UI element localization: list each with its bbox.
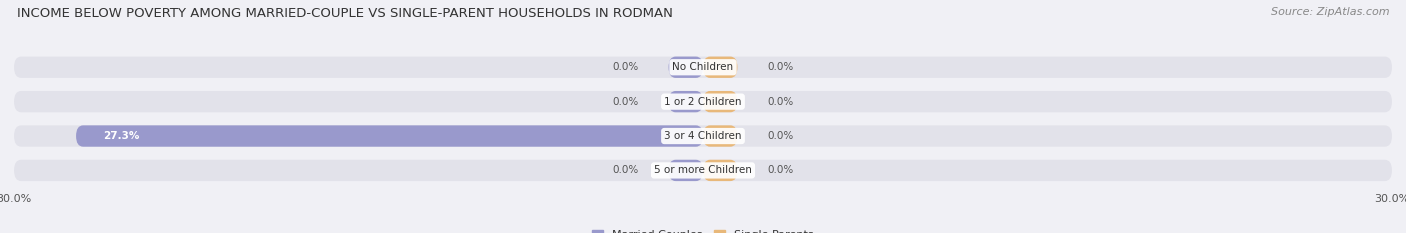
Text: 0.0%: 0.0% xyxy=(768,131,793,141)
Text: No Children: No Children xyxy=(672,62,734,72)
Text: Source: ZipAtlas.com: Source: ZipAtlas.com xyxy=(1271,7,1389,17)
FancyBboxPatch shape xyxy=(669,91,703,112)
Text: 1 or 2 Children: 1 or 2 Children xyxy=(664,97,742,107)
FancyBboxPatch shape xyxy=(703,160,738,181)
Text: 5 or more Children: 5 or more Children xyxy=(654,165,752,175)
FancyBboxPatch shape xyxy=(14,91,1392,112)
Text: 0.0%: 0.0% xyxy=(768,165,793,175)
Text: 0.0%: 0.0% xyxy=(768,97,793,107)
FancyBboxPatch shape xyxy=(703,125,738,147)
Text: 3 or 4 Children: 3 or 4 Children xyxy=(664,131,742,141)
Legend: Married Couples, Single Parents: Married Couples, Single Parents xyxy=(592,230,814,233)
FancyBboxPatch shape xyxy=(14,57,1392,78)
FancyBboxPatch shape xyxy=(14,125,1392,147)
Text: 0.0%: 0.0% xyxy=(613,165,638,175)
FancyBboxPatch shape xyxy=(76,125,703,147)
Text: 0.0%: 0.0% xyxy=(613,97,638,107)
FancyBboxPatch shape xyxy=(14,160,1392,181)
Text: INCOME BELOW POVERTY AMONG MARRIED-COUPLE VS SINGLE-PARENT HOUSEHOLDS IN RODMAN: INCOME BELOW POVERTY AMONG MARRIED-COUPL… xyxy=(17,7,672,20)
Text: 0.0%: 0.0% xyxy=(613,62,638,72)
FancyBboxPatch shape xyxy=(669,160,703,181)
Text: 27.3%: 27.3% xyxy=(104,131,141,141)
FancyBboxPatch shape xyxy=(703,91,738,112)
FancyBboxPatch shape xyxy=(703,57,738,78)
FancyBboxPatch shape xyxy=(669,57,703,78)
Text: 0.0%: 0.0% xyxy=(768,62,793,72)
